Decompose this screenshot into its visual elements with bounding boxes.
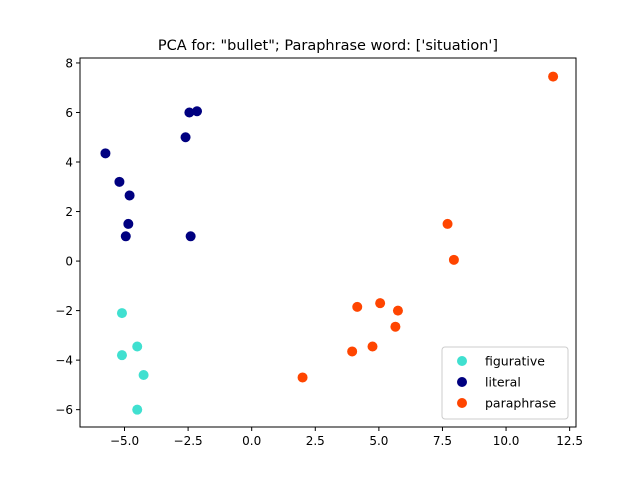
legend-marker-paraphrase [457,398,467,408]
data-point-literal [100,148,111,159]
axes-frame [79,57,577,428]
x-tick-label: 7.5 [433,434,452,448]
y-tick-label: 4 [65,156,73,170]
data-point-paraphrase [448,254,459,265]
data-point-literal [184,107,195,118]
data-point-literal [185,231,196,242]
y-tick-label: 0 [65,255,73,269]
legend-label-figurative: figurative [485,354,545,369]
data-point-paraphrase [352,301,363,312]
data-point-literal [180,132,191,143]
y-tick-label: 8 [65,56,73,70]
y-tick-label: 6 [65,106,73,120]
data-point-figurative [132,404,143,415]
data-point-literal [192,106,203,117]
x-tick-label: 0.0 [242,434,261,448]
x-tick-label: −5.0 [110,434,139,448]
legend-box [441,346,569,420]
data-point-paraphrase [347,346,358,357]
data-point-figurative [138,369,149,380]
data-point-literal [123,218,134,229]
legend-label-literal: literal [485,375,521,390]
y-tick-label: −4 [55,354,73,368]
legend-marker-literal [457,377,467,387]
data-point-paraphrase [375,298,386,309]
x-tick-label: 10.0 [493,434,520,448]
axis-ticks: −5.0 −2.5 0.0 2.5 5.0 7.5 10.0 12.5 −6 −4 −2 0 2 4 6 8 [55,56,583,448]
x-tick-label: −2.5 [174,434,203,448]
data-point-figurative [116,308,127,319]
x-tick-label: 2.5 [306,434,325,448]
data-points [100,71,559,415]
series-literal [100,106,203,242]
data-point-literal [120,231,131,242]
data-point-figurative [116,350,127,361]
legend: figurative literal paraphrase [441,346,569,420]
data-point-paraphrase [367,341,378,352]
y-tick-label: −6 [55,403,73,417]
y-tick-label: 2 [65,205,73,219]
x-tick-label: 5.0 [369,434,388,448]
data-point-paraphrase [390,321,401,332]
x-tick-label: 12.5 [556,434,583,448]
series-paraphrase [297,71,559,383]
data-point-literal [114,176,125,187]
legend-marker-figurative [457,356,467,366]
data-point-figurative [132,341,143,352]
y-tick-label: −2 [55,304,73,318]
data-point-paraphrase [392,305,403,316]
chart-title: PCA for: "bullet"; Paraphrase word: ['si… [158,38,498,54]
data-point-paraphrase [297,372,308,383]
data-point-paraphrase [442,218,453,229]
data-point-literal [124,190,135,201]
series-figurative [116,308,149,415]
legend-label-paraphrase: paraphrase [485,396,557,411]
data-point-paraphrase [548,71,559,82]
